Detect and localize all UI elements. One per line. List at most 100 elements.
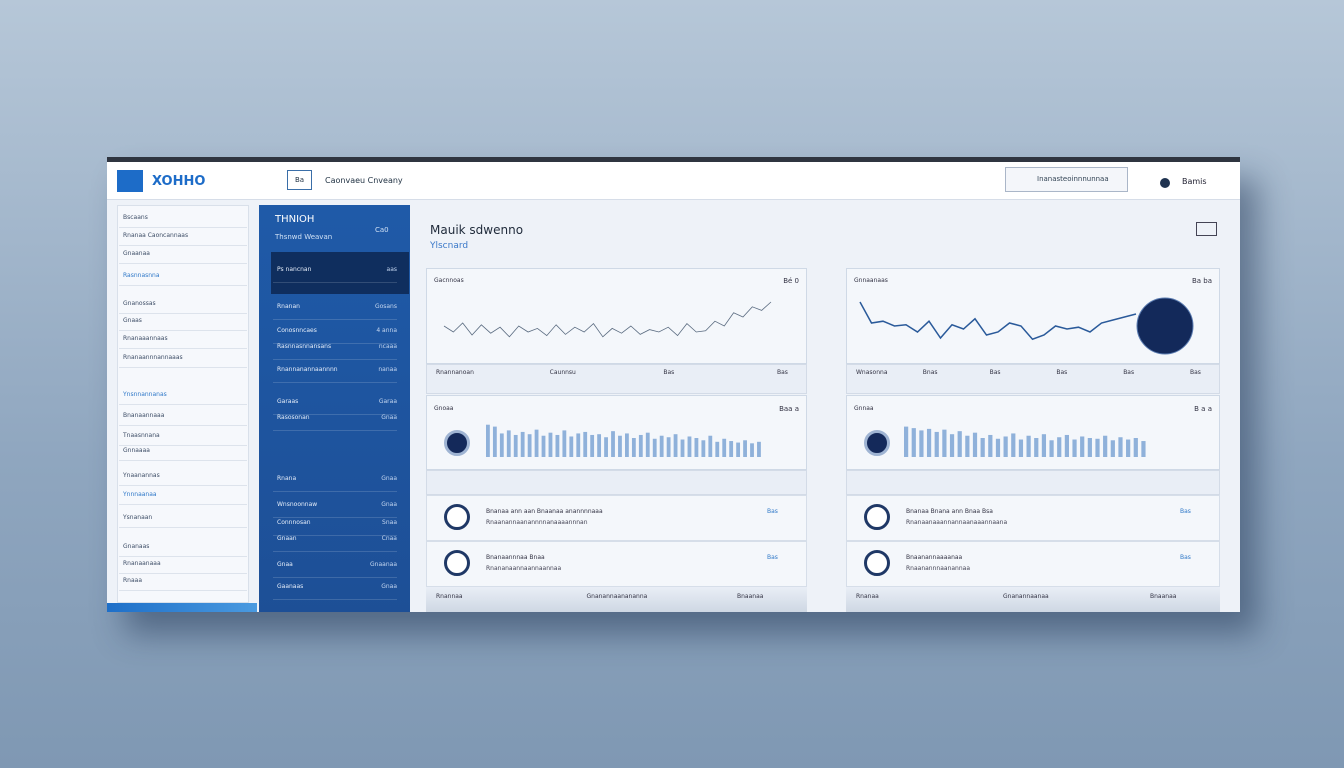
bar — [694, 438, 699, 457]
panel-divider — [273, 359, 397, 360]
bar — [555, 434, 560, 457]
sidebar-divider — [119, 504, 247, 505]
bar — [513, 434, 518, 457]
bar-chart — [486, 424, 761, 457]
line — [443, 301, 772, 338]
panel-row-label: Connnosan — [277, 519, 311, 526]
sidebar-item: Rasnnasnna — [123, 272, 160, 279]
panel-row-value: 4 anna — [376, 327, 397, 334]
row-label: Wnasonna — [856, 369, 888, 376]
sidebar-item: Rnanaannnannaaas — [123, 354, 183, 361]
row-label: Bas — [1123, 369, 1135, 376]
list-value: Bas — [767, 554, 778, 561]
list-text: Bnanaa Bnana ann Bnaa Bsa — [906, 508, 993, 515]
row-label: Bnas — [922, 369, 938, 376]
bar — [486, 424, 490, 457]
user-name[interactable]: Bamis — [1182, 177, 1207, 186]
sidebar-item: Rnanaanaaa — [123, 560, 161, 567]
logo-icon — [117, 170, 143, 192]
card-title: Gacnnoas — [434, 277, 464, 284]
list-icon — [864, 550, 890, 576]
bar — [988, 434, 993, 457]
line — [859, 301, 1137, 341]
bar — [492, 426, 497, 457]
sidebar-divider — [119, 348, 247, 349]
bar — [631, 438, 636, 457]
bar — [506, 430, 511, 457]
bar — [562, 430, 567, 457]
bar — [1126, 439, 1131, 457]
bar — [722, 438, 727, 457]
line-chart — [443, 301, 772, 338]
list-value: Bas — [1180, 554, 1191, 561]
list-icon — [444, 550, 470, 576]
panel-divider — [273, 599, 397, 600]
panel-row-value: nanaa — [378, 366, 397, 373]
header-button[interactable]: Ba — [287, 170, 312, 190]
sidebar-divider — [119, 573, 247, 574]
list-icon — [864, 504, 890, 530]
bar — [1072, 439, 1077, 457]
corner-button[interactable] — [1196, 222, 1217, 236]
bar — [534, 429, 539, 457]
row-label: Rnannanoan — [436, 369, 474, 376]
user-icon — [1160, 178, 1170, 188]
sidebar-item: Ysnanaan — [123, 514, 153, 521]
list-item — [846, 541, 1220, 587]
bar — [1133, 438, 1138, 457]
row-label: Bas — [989, 369, 1001, 376]
panel-row-label: Rasnnasnnansans — [277, 343, 332, 350]
panel-row-value: Gnaa — [381, 501, 397, 508]
sidebar-divider — [119, 425, 247, 426]
sidebar-divider — [119, 445, 247, 446]
list-value: Bas — [1180, 508, 1191, 515]
bar — [957, 431, 962, 457]
bar — [701, 440, 706, 457]
panel-title: THNIOH — [275, 214, 315, 225]
sidebar-divider — [119, 330, 247, 331]
card-icon — [444, 430, 470, 456]
list-item — [846, 495, 1220, 541]
bar — [499, 433, 504, 457]
bar — [1003, 436, 1008, 457]
sidebar-item: Tnaasnnana — [123, 432, 160, 439]
bar — [1103, 435, 1108, 457]
search-box[interactable] — [1005, 167, 1128, 192]
panel-divider — [273, 414, 397, 415]
list-text: Bnanaannnaa Bnaa — [486, 554, 545, 561]
bar — [1011, 433, 1016, 457]
bar — [618, 435, 622, 457]
bar — [1064, 434, 1069, 457]
sidebar-divider — [119, 590, 247, 591]
panel-row-value: ncaaa — [378, 343, 397, 350]
sidebar-item: Bscaans — [123, 214, 148, 221]
bar — [1095, 438, 1100, 457]
list-text: Rnanaanaaannannaanaaannaana — [906, 519, 1008, 526]
panel-badge: Ca0 — [375, 226, 389, 234]
list-item — [426, 495, 807, 541]
sidebar-divider — [119, 245, 247, 246]
footer-label: Rnannaa — [436, 593, 463, 600]
sidebar-item: Bnanaannaaa — [123, 412, 165, 419]
row-label: Bas — [1190, 369, 1201, 376]
panel-row-value: Gnaa — [381, 475, 397, 482]
bar — [926, 428, 932, 457]
bar — [687, 436, 692, 457]
row-label: Caunnsu — [549, 369, 576, 376]
sidebar-divider — [119, 527, 247, 528]
panel-divider — [273, 319, 397, 320]
bar — [1087, 438, 1092, 457]
card-value: B a a — [1194, 405, 1212, 413]
footer-label: Bnaanaa — [737, 593, 764, 600]
row-bar — [426, 364, 807, 394]
card-icon — [864, 430, 890, 456]
sidebar-item: Rnaaa — [123, 577, 143, 584]
panel-divider — [273, 382, 397, 383]
header-link[interactable]: Caonvaeu Cnveany — [325, 176, 403, 185]
bar — [1034, 438, 1039, 457]
sidebar-foot — [107, 603, 257, 612]
bar — [1049, 440, 1054, 457]
bar — [673, 434, 678, 457]
bar — [708, 435, 713, 457]
